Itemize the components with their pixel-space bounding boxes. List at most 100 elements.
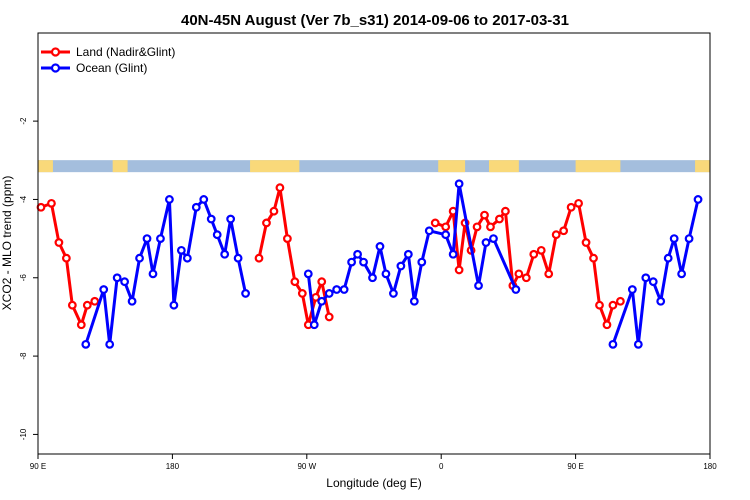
data-point: [127, 296, 137, 306]
axes: 90 E 180 90 W 0 90 E 180 -2 -4 -6 -8 -10: [19, 117, 717, 471]
legend-marker: [50, 63, 61, 73]
data-point: [347, 257, 357, 267]
data-point: [381, 269, 391, 279]
y-tick-label: -8: [19, 352, 28, 360]
data-point: [148, 269, 158, 279]
data-point: [559, 226, 569, 236]
data-point: [82, 300, 92, 310]
data-point: [481, 238, 491, 247]
data-point: [663, 253, 673, 263]
data-point: [472, 222, 482, 232]
data-point: [693, 195, 703, 204]
x-tick-label: 90 E: [567, 462, 583, 471]
data-point: [616, 296, 625, 306]
x-tick-label: 180: [166, 462, 180, 471]
data-point: [608, 300, 618, 310]
data-point: [76, 320, 86, 330]
data-point: [142, 234, 152, 244]
data-point: [489, 234, 498, 244]
plot-frame: [37, 32, 711, 455]
data-point: [359, 257, 368, 267]
data-point: [641, 273, 651, 283]
land-segment: [38, 160, 53, 173]
data-point: [396, 261, 406, 271]
data-point: [81, 339, 91, 349]
data-point: [309, 320, 319, 330]
data-point: [199, 195, 209, 204]
data-point: [551, 230, 561, 240]
data-point: [656, 296, 666, 306]
land-segment: [250, 160, 300, 173]
data-point: [297, 289, 307, 298]
x-tick-label: 90 W: [297, 462, 316, 471]
data-point: [511, 285, 521, 294]
data-point: [389, 289, 398, 298]
data-point: [220, 249, 230, 259]
y-tick-label: -6: [19, 274, 28, 282]
data-point: [627, 285, 637, 294]
data-point: [454, 179, 464, 189]
data-point: [317, 277, 327, 287]
data-point: [112, 273, 122, 283]
data-point: [212, 230, 222, 240]
data-point: [290, 277, 300, 287]
y-axis-label: XCO2 - MLO trend (ppm): [0, 176, 14, 311]
x-tick-label: 90 E: [30, 462, 46, 471]
data-point: [409, 296, 419, 306]
data-point: [454, 265, 464, 275]
data-point: [480, 210, 489, 220]
data-point: [602, 320, 612, 330]
data-point: [303, 269, 313, 279]
data-point: [191, 202, 201, 212]
data-point: [669, 234, 679, 244]
data-point: [36, 202, 46, 212]
series-land: [36, 183, 625, 330]
data-point: [262, 218, 271, 228]
data-point: [608, 339, 618, 349]
data-point: [441, 222, 451, 232]
data-point: [332, 285, 342, 294]
x-tick-label: 180: [703, 462, 717, 471]
data-point: [169, 300, 179, 310]
legend-label: Land (Nadir&Glint): [76, 45, 175, 59]
data-point: [317, 296, 327, 306]
legend-label: Ocean (Glint): [76, 61, 147, 75]
y-tick-label: -2: [19, 117, 28, 125]
data-point: [368, 273, 377, 283]
data-point: [165, 195, 174, 204]
data-point: [495, 214, 504, 224]
data-point: [595, 300, 604, 310]
data-point: [61, 253, 71, 263]
data-point: [536, 245, 546, 255]
data-point: [120, 277, 130, 287]
data-point: [135, 253, 144, 263]
x-axis-label: Longitude (deg E): [326, 476, 421, 490]
land-segment: [112, 160, 128, 173]
land-segment: [438, 160, 466, 173]
data-point: [47, 198, 56, 208]
ocean-band: [38, 160, 710, 173]
data-point: [269, 206, 279, 216]
data-point: [176, 245, 186, 255]
land-ocean-band: [38, 160, 710, 173]
data-point: [648, 277, 658, 287]
data-point: [233, 253, 243, 263]
series-ocean: [81, 179, 703, 349]
data-point: [430, 218, 440, 228]
data-point: [633, 339, 643, 349]
land-segment: [488, 160, 519, 173]
data-point: [241, 289, 250, 298]
data-point: [324, 289, 334, 298]
data-point: [501, 206, 510, 216]
data-point: [99, 285, 109, 294]
data-point: [514, 269, 524, 279]
y-tick-label: -10: [19, 428, 28, 440]
data-point: [105, 339, 115, 349]
data-point: [275, 183, 285, 193]
data-point: [182, 253, 192, 263]
land-segment: [575, 160, 621, 173]
data-point: [581, 238, 591, 247]
data-point: [54, 238, 64, 247]
data-point: [324, 312, 334, 322]
